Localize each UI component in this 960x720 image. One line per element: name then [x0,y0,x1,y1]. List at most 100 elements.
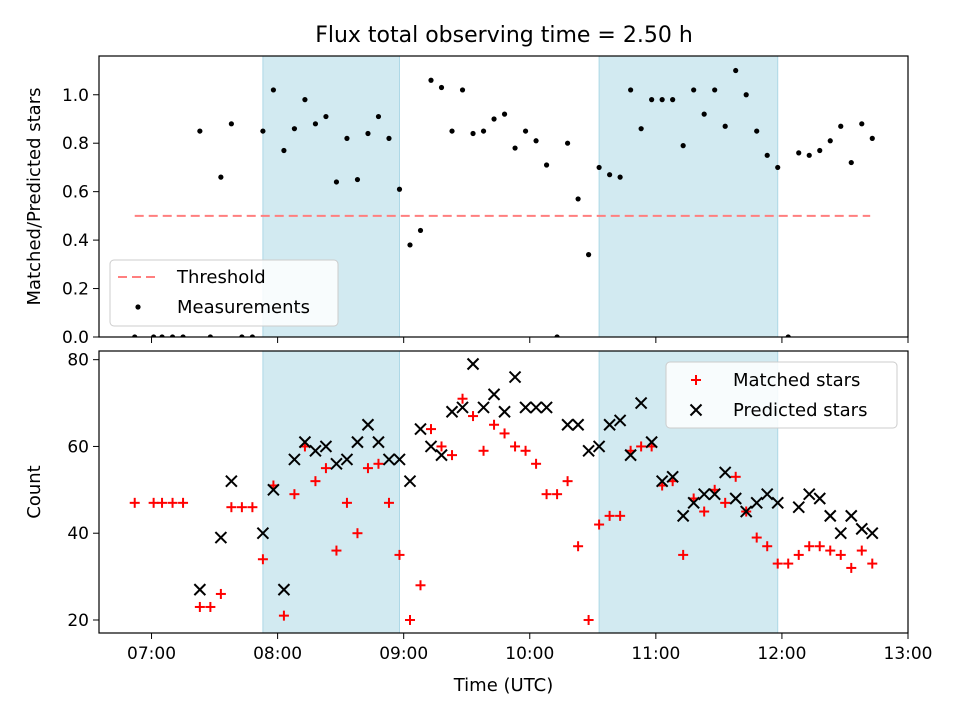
matched-stars-point [730,471,741,482]
measurement-point [796,150,802,156]
y-axis-label: Matched/Predicted stars [24,88,45,306]
measurement-point [680,143,686,149]
predicted-stars-point [603,418,616,431]
matched-stars-point [720,497,731,508]
y-tick-label: 60 [67,437,89,457]
predicted-stars-point [477,401,490,414]
matched-stars-point [148,497,159,508]
x-tick-label: 09:00 [379,644,428,664]
predicted-stars-point [855,522,868,536]
x-axis-label: Time (UTC) [453,675,554,696]
matched-stars-point [856,545,867,556]
axes-frame [98,350,909,634]
matched-stars-point [499,428,510,439]
measurement-point [354,176,361,183]
matched-stars-point [510,441,521,452]
predicted-stars-point [582,444,595,457]
measurement-point [691,87,697,93]
legend-box [665,361,898,429]
matched-stars-point [615,510,626,521]
y-tick-label: 80 [67,351,89,371]
matched-stars-point [310,476,321,487]
matched-stars-point [804,541,815,552]
predicted-stars-point [739,505,753,518]
predicted-stars-point [309,444,322,457]
predicted-stars-point [624,448,637,462]
predicted-stars-point [414,422,427,436]
matched-stars-point [289,489,300,500]
matched-stars-point [205,601,216,612]
measurement-point [617,174,623,180]
predicted-stars-point [845,509,858,523]
matched-stars-point [468,411,479,422]
measurement-point [151,334,157,337]
predicted-stars-point [866,527,879,540]
predicted-stars-point [298,435,312,449]
predicted-stars-point [729,492,742,505]
predicted-stars-point [761,487,774,501]
measurement-point [180,334,186,337]
measurement-point [564,140,571,146]
matched-stars-point [226,502,237,513]
measurement-point [459,87,466,93]
predicted-stars-point [708,487,721,501]
matched-stars-point [404,614,415,625]
matched-stars-point [846,562,857,573]
measurement-point [132,334,138,337]
measurement-point [407,242,413,248]
predicted-stars-point [277,583,291,596]
measurement-point [480,128,487,134]
matched-stars-point [594,519,605,530]
predicted-stars-point [676,509,690,523]
predicted-stars-point [561,418,574,431]
matched-stars-point [825,545,836,556]
matched-stars-point [814,541,825,552]
matched-stars-point [489,419,500,430]
legend-measurements-swatch [135,304,141,310]
measurement-point [197,128,203,134]
measurement-point [806,152,812,158]
measurement-point [754,128,760,134]
predicted-stars-point [592,440,606,453]
predicted-stars-point [256,527,270,540]
measurement-point [281,147,287,154]
plot-area [132,56,875,337]
y-tick-label: 0.8 [62,134,89,154]
matched-stars-point [362,463,373,474]
legend-predicted-swatch [689,403,703,417]
measurement-point [312,121,319,127]
predicted-stars-point [519,401,532,414]
measurement-point [596,164,602,171]
y-tick-label: 0.4 [62,231,89,251]
matched-stars-point [457,393,468,404]
predicted-stars-point [655,474,669,488]
predicted-stars-point [529,401,543,414]
matched-stars-point [541,489,552,500]
matched-stars-point [236,502,247,513]
axes-frame [98,55,909,338]
x-tick-label: 12:00 [757,644,806,664]
measurement-point [764,152,770,158]
measurement-point [827,138,833,144]
measurement-point [386,135,392,141]
predicted-stars-point [361,418,375,431]
chart-title: Flux total observing time = 2.50 h [315,23,693,48]
predicted-stars-point [792,500,805,514]
measurement-point [501,111,508,117]
matched-stars-point [436,441,447,452]
legend-matched-swatch [691,375,701,385]
measurement-point [659,97,665,103]
measurement-point [838,123,844,129]
predicted-stars-point [613,414,627,427]
predicted-stars-point [288,453,301,466]
predicted-stars-point [267,483,280,497]
measurement-point [533,138,539,144]
matched-stars-point [772,558,783,569]
matched-stars-point [341,497,352,508]
measurement-point [522,128,529,134]
x-tick-label: 07:00 [127,644,176,664]
predicted-stars-point [382,453,396,466]
matched-stars-point [867,558,878,569]
predicted-stars-point [666,470,679,484]
matched-stars-point [215,588,226,599]
